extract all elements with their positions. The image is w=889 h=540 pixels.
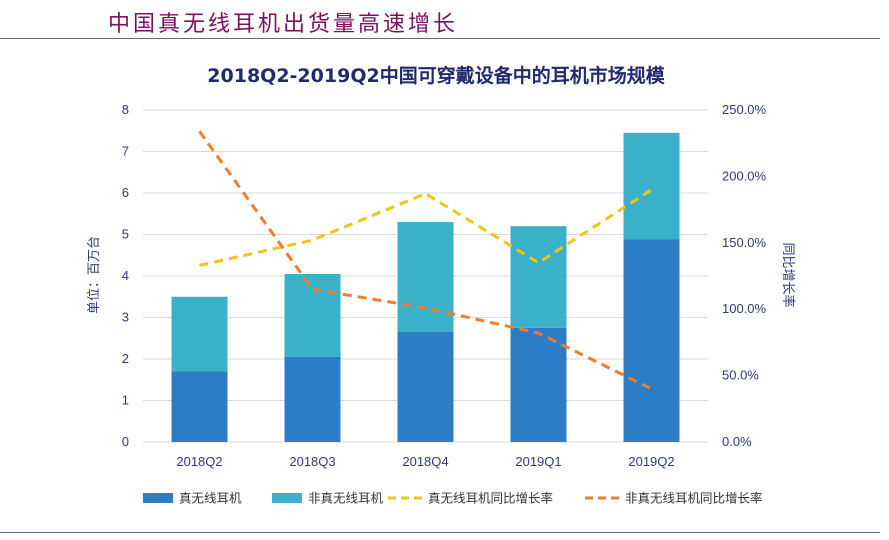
- bars: [171, 132, 680, 442]
- y2-tick-label: 0.0%: [722, 434, 752, 449]
- x-tick-label: 2019Q1: [515, 454, 561, 469]
- y2-tick-label: 200.0%: [722, 168, 767, 183]
- y2-tick-label: 250.0%: [722, 102, 767, 117]
- y-tick-label: 4: [122, 268, 129, 283]
- bar-true-wireless: [623, 239, 680, 442]
- right-axis-ticks: 0.0% 50.0% 100.0% 150.0% 200.0% 250.0%: [722, 102, 767, 449]
- x-tick-label: 2018Q2: [176, 454, 222, 469]
- y-tick-label: 6: [122, 185, 129, 200]
- x-tick-label: 2018Q4: [402, 454, 448, 469]
- bar-non-true-wireless: [510, 226, 567, 328]
- line-non-true-wireless-growth: [198, 130, 653, 391]
- legend-label: 非真无线耳机同比增长率: [625, 491, 763, 506]
- legend-label: 真无线耳机同比增长率: [428, 491, 553, 506]
- legend-label: 非真无线耳机: [308, 491, 384, 506]
- y2-tick-label: 150.0%: [722, 235, 767, 250]
- y2-tick-label: 100.0%: [722, 301, 767, 316]
- growth-lines: [198, 130, 653, 391]
- y-tick-label: 2: [122, 351, 129, 366]
- chart-title: 2018Q2-2019Q2中国可穿戴设备中的耳机市场规模: [207, 64, 665, 87]
- bar-true-wireless: [397, 332, 454, 442]
- category-labels: 2018Q2 2018Q3 2018Q4 2019Q1 2019Q2: [176, 454, 674, 469]
- y-tick-label: 7: [122, 144, 129, 159]
- y-tick-label: 3: [122, 310, 129, 325]
- x-tick-label: 2018Q3: [289, 454, 335, 469]
- grid-lines: [143, 109, 708, 443]
- left-axis-label: 单位：百万台: [87, 236, 102, 314]
- legend-swatch: [272, 493, 302, 503]
- legend: 真无线耳机 非真无线耳机 真无线耳机同比增长率 非真无线耳机同比增长率: [143, 491, 763, 506]
- line-true-wireless-growth: [199, 188, 653, 267]
- y-tick-label: 8: [122, 102, 129, 117]
- bar-true-wireless: [171, 371, 228, 442]
- page-heading: 中国真无线耳机出货量高速增长: [108, 12, 459, 37]
- top-divider: [0, 38, 880, 39]
- y-tick-label: 0: [122, 434, 129, 449]
- right-axis-label: 同比增长率: [780, 242, 796, 307]
- y2-tick-label: 50.0%: [722, 368, 759, 383]
- y-tick-label: 1: [122, 393, 129, 408]
- x-tick-label: 2019Q2: [628, 454, 674, 469]
- bottom-divider: [0, 532, 880, 533]
- left-axis-ticks: 0 1 2 3 4 5 6 7 8: [122, 102, 129, 449]
- bar-non-true-wireless: [284, 273, 341, 357]
- bar-non-true-wireless: [397, 222, 454, 333]
- bar-true-wireless: [510, 327, 567, 442]
- legend-label: 真无线耳机: [179, 491, 242, 506]
- bar-non-true-wireless: [623, 132, 680, 240]
- bar-true-wireless: [284, 356, 341, 442]
- y-tick-label: 5: [122, 227, 129, 242]
- legend-swatch: [143, 493, 173, 503]
- bar-non-true-wireless: [171, 296, 228, 372]
